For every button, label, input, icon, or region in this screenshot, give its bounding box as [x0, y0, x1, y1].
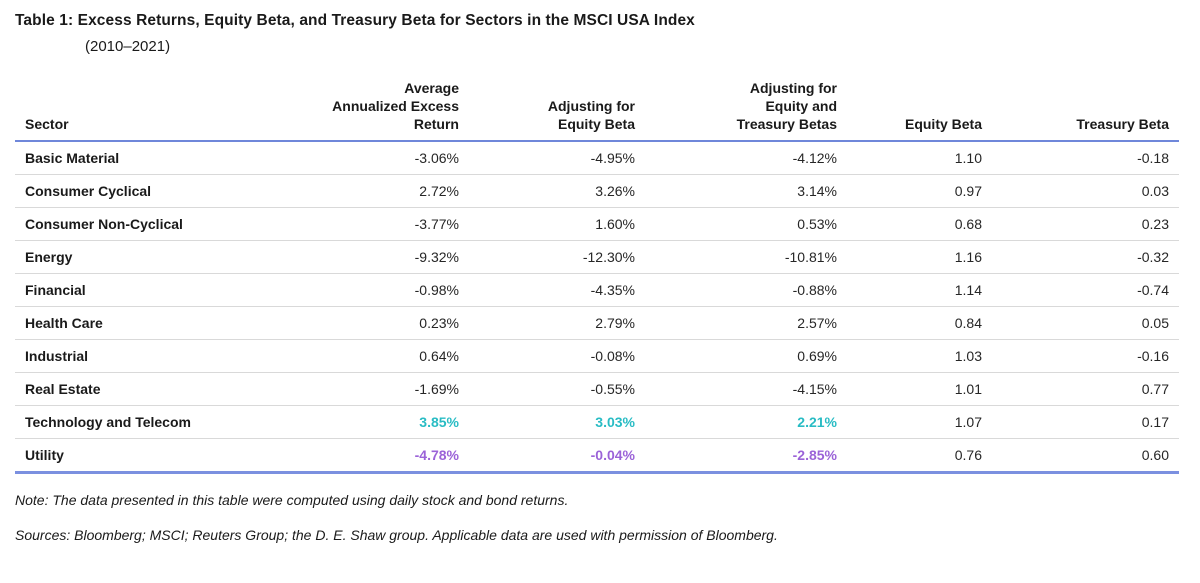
avg-excess-return-cell: -4.78% — [325, 438, 469, 474]
col-header-equity-beta: Equity Beta — [847, 79, 992, 142]
treasury-beta-cell: -0.16 — [992, 339, 1179, 373]
avg-excess-return-cell: -3.06% — [414, 150, 459, 166]
adj-equity-beta-cell: 2.79% — [469, 306, 645, 340]
adj-equity-beta-cell: 3.26% — [469, 174, 645, 208]
equity-beta-cell: 1.16 — [847, 240, 992, 274]
adj-equity-beta-cell: -12.30% — [469, 240, 645, 274]
table-row: Utility -4.78% -0.04% -2.85% 0.76 0.60 — [15, 438, 1179, 474]
table-header: Sector Average Annualized Excess Return … — [15, 79, 1179, 142]
avg-excess-return-cell: 0.23% — [325, 306, 469, 340]
adj-equity-beta-cell: 3.03% — [469, 405, 645, 439]
sector-cell: Financial — [15, 273, 325, 307]
adj-equity-treasury-cell: 0.53% — [645, 207, 847, 241]
adj-equity-treasury-cell: 3.14% — [645, 174, 847, 208]
table-sources: Sources: Bloomberg; MSCI; Reuters Group;… — [15, 527, 778, 543]
treasury-beta-cell: 0.77 — [992, 372, 1179, 406]
avg-excess-return-cell: 3.85% — [325, 405, 469, 439]
equity-beta-cell: 0.97 — [847, 174, 992, 208]
col-header-adj-equity-treasury: Adjusting for Equity and Treasury Betas — [645, 79, 847, 142]
table-row: Basic Material -3.06% -4.95% -4.12% 1.10… — [15, 141, 1179, 175]
table-row: Health Care 0.23% 2.79% 2.57% 0.84 0.05 — [15, 306, 1179, 340]
avg-excess-return-cell: -3.77% — [325, 207, 469, 241]
table-row: Consumer Cyclical 2.72% 3.26% 3.14% 0.97… — [15, 174, 1179, 208]
avg-excess-return-cell: -0.98% — [325, 273, 469, 307]
col-header-adj-equity-beta: Adjusting for Equity Beta — [469, 79, 645, 142]
table-row: Energy -9.32% -12.30% -10.81% 1.16 -0.32 — [15, 240, 1179, 274]
avg-excess-return-cell: 0.64% — [325, 339, 469, 373]
adj-equity-treasury-cell: -4.15% — [645, 372, 847, 406]
equity-beta-cell: 0.76 — [847, 438, 992, 474]
sector-cell: Basic Material — [25, 150, 120, 166]
sector-cell: Energy — [15, 240, 325, 274]
sector-cell: Health Care — [15, 306, 325, 340]
table-title: Table 1: Excess Returns, Equity Beta, an… — [15, 12, 695, 29]
sector-cell: Industrial — [15, 339, 325, 373]
equity-beta-cell: 1.03 — [847, 339, 992, 373]
equity-beta-cell: 0.68 — [847, 207, 992, 241]
table-note: Note: The data presented in this table w… — [15, 492, 569, 508]
treasury-beta-cell: 0.03 — [992, 174, 1179, 208]
sector-cell: Utility — [15, 438, 325, 474]
adj-equity-beta-cell: -0.08% — [469, 339, 645, 373]
table-row: Industrial 0.64% -0.08% 0.69% 1.03 -0.16 — [15, 339, 1179, 373]
adj-equity-treasury-cell: -0.88% — [645, 273, 847, 307]
equity-beta-cell: 1.07 — [847, 405, 992, 439]
treasury-beta-cell: 0.17 — [992, 405, 1179, 439]
table-row: Consumer Non-Cyclical -3.77% 1.60% 0.53%… — [15, 207, 1179, 241]
sector-cell: Technology and Telecom — [15, 405, 325, 439]
treasury-beta-cell: -0.74 — [992, 273, 1179, 307]
treasury-beta-cell: -0.32 — [992, 240, 1179, 274]
table-body: Basic Material -3.06% -4.95% -4.12% 1.10… — [15, 141, 1179, 474]
equity-beta-cell: 1.01 — [847, 372, 992, 406]
avg-excess-return-cell: 2.72% — [325, 174, 469, 208]
treasury-beta-cell: 0.05 — [992, 306, 1179, 340]
header-row: Sector Average Annualized Excess Return … — [15, 79, 1179, 142]
col-header-avg-excess-return: Average Annualized Excess Return — [325, 79, 469, 142]
table-row: Financial -0.98% -4.35% -0.88% 1.14 -0.7… — [15, 273, 1179, 307]
table-subtitle: (2010–2021) — [85, 38, 171, 55]
equity-beta-cell: 1.10 — [954, 150, 982, 166]
adj-equity-treasury-cell: 0.69% — [645, 339, 847, 373]
adj-equity-beta-cell: -0.04% — [469, 438, 645, 474]
treasury-beta-cell: 0.60 — [992, 438, 1179, 474]
sector-cell: Consumer Cyclical — [15, 174, 325, 208]
col-header-treasury-beta: Treasury Beta — [992, 79, 1179, 142]
adj-equity-treasury-cell: -4.12% — [792, 150, 837, 166]
table-row: Real Estate -1.69% -0.55% -4.15% 1.01 0.… — [15, 372, 1179, 406]
adj-equity-beta-cell: -0.55% — [469, 372, 645, 406]
adj-equity-beta-cell: 1.60% — [469, 207, 645, 241]
table-row: Technology and Telecom 3.85% 3.03% 2.21%… — [15, 405, 1179, 439]
adj-equity-beta-cell: -4.35% — [469, 273, 645, 307]
treasury-beta-cell: 0.23 — [992, 207, 1179, 241]
treasury-beta-cell: -0.18 — [1137, 150, 1169, 166]
adj-equity-beta-cell: -4.95% — [590, 150, 635, 166]
adj-equity-treasury-cell: 2.57% — [645, 306, 847, 340]
avg-excess-return-cell: -1.69% — [325, 372, 469, 406]
equity-beta-cell: 0.84 — [847, 306, 992, 340]
adj-equity-treasury-cell: -10.81% — [645, 240, 847, 274]
adj-equity-treasury-cell: 2.21% — [645, 405, 847, 439]
col-header-sector: Sector — [15, 79, 325, 142]
sector-cell: Real Estate — [15, 372, 325, 406]
sector-cell: Consumer Non-Cyclical — [15, 207, 325, 241]
avg-excess-return-cell: -9.32% — [325, 240, 469, 274]
adj-equity-treasury-cell: -2.85% — [645, 438, 847, 474]
sector-table: Sector Average Annualized Excess Return … — [15, 79, 1179, 474]
equity-beta-cell: 1.14 — [847, 273, 992, 307]
